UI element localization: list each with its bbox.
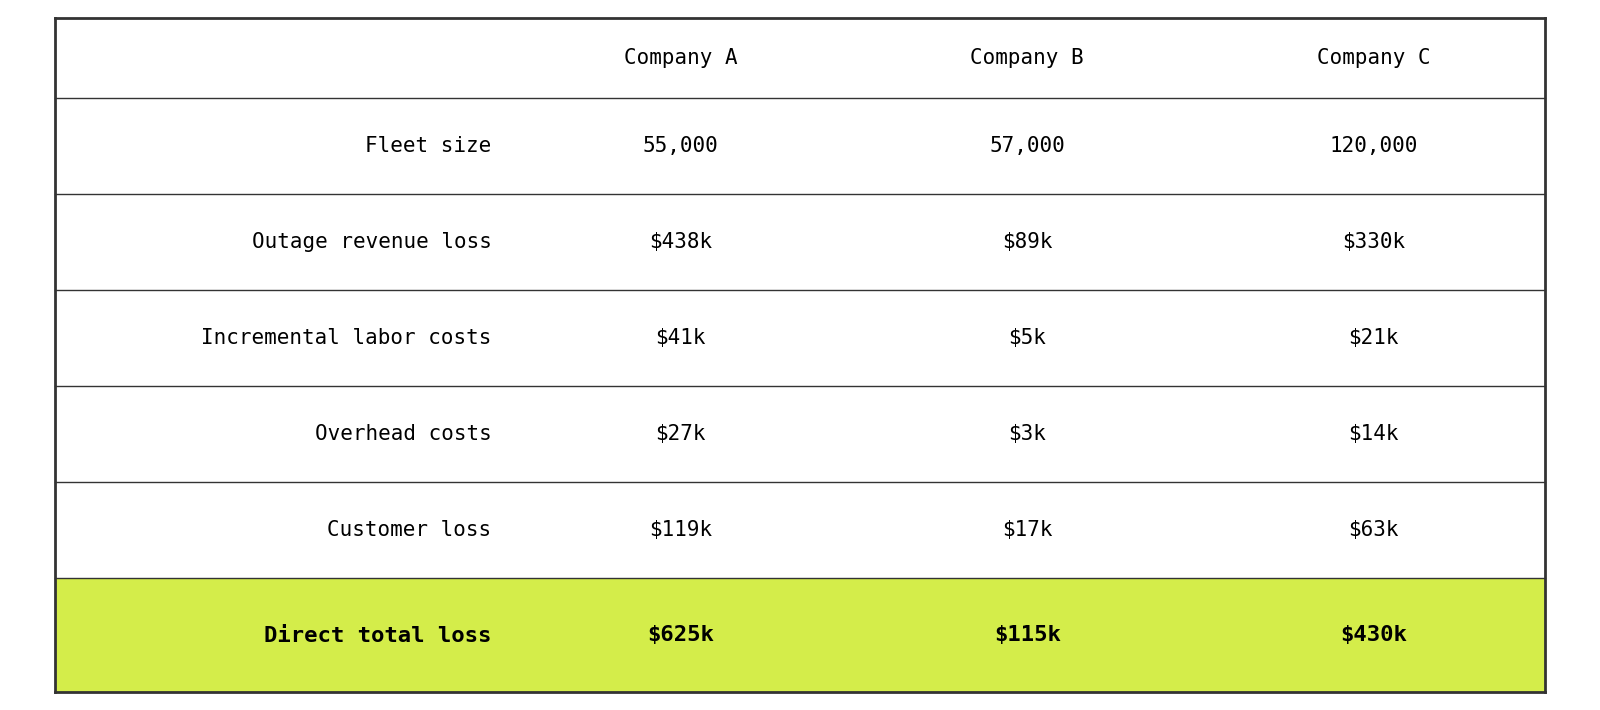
Bar [54,578,1546,693]
Text: $17k: $17k [1002,520,1053,540]
Text: $21k: $21k [1349,328,1398,348]
Text: $63k: $63k [1349,520,1398,540]
Text: $41k: $41k [656,328,706,348]
Text: $3k: $3k [1008,424,1046,444]
Text: $430k: $430k [1341,626,1406,645]
Text: $625k: $625k [648,626,714,645]
Text: Company C: Company C [1317,48,1430,68]
Text: Fleet size: Fleet size [365,136,491,156]
Bar [54,194,1546,290]
Text: $14k: $14k [1349,424,1398,444]
Bar [54,18,1546,98]
Text: Incremental labor costs: Incremental labor costs [202,328,491,348]
Text: $27k: $27k [656,424,706,444]
Text: $438k: $438k [650,232,712,252]
Bar [54,290,1546,386]
Text: Outage revenue loss: Outage revenue loss [251,232,491,252]
Text: $119k: $119k [650,520,712,540]
Text: Overhead costs: Overhead costs [315,424,491,444]
Text: Company B: Company B [971,48,1085,68]
Text: Company A: Company A [624,48,738,68]
Text: $89k: $89k [1002,232,1053,252]
Text: Customer loss: Customer loss [328,520,491,540]
Text: 57,000: 57,000 [989,136,1066,156]
Bar [54,482,1546,578]
Text: Direct total loss: Direct total loss [264,626,491,645]
Text: 55,000: 55,000 [643,136,718,156]
Bar [54,386,1546,482]
Text: $5k: $5k [1008,328,1046,348]
Text: $330k: $330k [1342,232,1405,252]
Bar [54,98,1546,194]
Text: 120,000: 120,000 [1330,136,1418,156]
Text: $115k: $115k [994,626,1061,645]
